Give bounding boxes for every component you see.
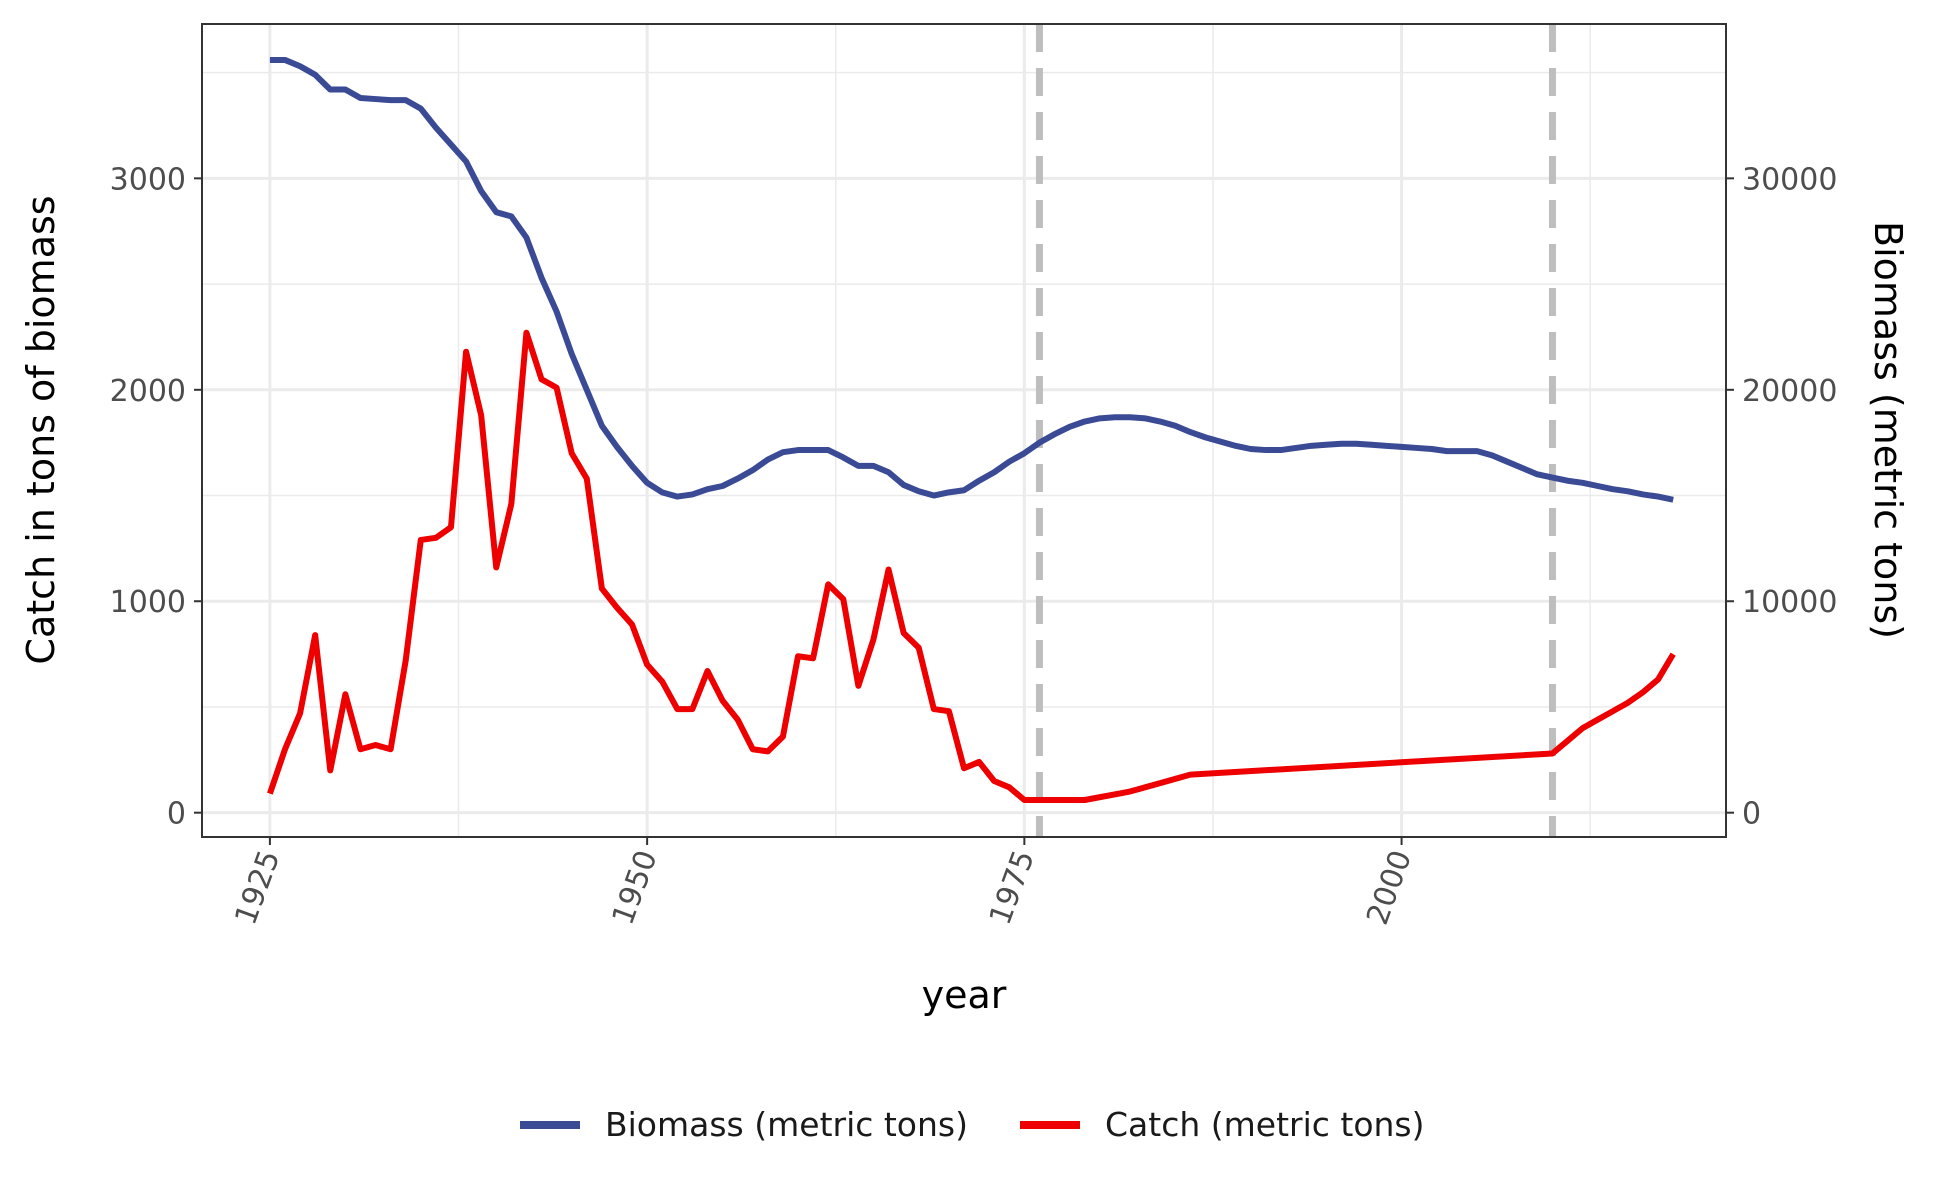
y-right-tick-label: 0 xyxy=(1742,797,1761,832)
x-tick-label: 1925 xyxy=(228,846,287,930)
series-line-catch xyxy=(267,329,1676,803)
y-axis-right-title: Biomass (metric tons) xyxy=(1866,221,1910,639)
series-line-biomass xyxy=(269,56,1674,503)
y-axis-left-title: Catch in tons of biomass xyxy=(19,195,63,664)
y-left-tick-label: 1000 xyxy=(110,585,186,620)
legend: Biomass (metric tons) Catch (metric tons… xyxy=(520,1105,1425,1144)
reference-lines xyxy=(1035,24,1556,837)
y-left-tick-label: 0 xyxy=(167,797,186,832)
legend-label-biomass: Biomass (metric tons) xyxy=(605,1105,968,1144)
panel-border xyxy=(201,23,1727,838)
series-layer xyxy=(267,56,1676,803)
y-right-tick-label: 20000 xyxy=(1742,374,1837,409)
x-tick-label: 2000 xyxy=(1360,846,1419,930)
y-left-tick-label: 2000 xyxy=(110,374,186,409)
y-right-tick-label: 10000 xyxy=(1742,585,1837,620)
y-left-tick-label: 3000 xyxy=(110,162,186,197)
legend-label-catch: Catch (metric tons) xyxy=(1105,1105,1425,1144)
y-right-tick-label: 30000 xyxy=(1742,162,1837,197)
x-tick-label: 1950 xyxy=(606,846,665,930)
panel-background xyxy=(202,24,1726,837)
grid-major xyxy=(202,24,1726,837)
x-tick-label: 1975 xyxy=(983,846,1042,930)
x-axis-title: year xyxy=(922,973,1007,1017)
